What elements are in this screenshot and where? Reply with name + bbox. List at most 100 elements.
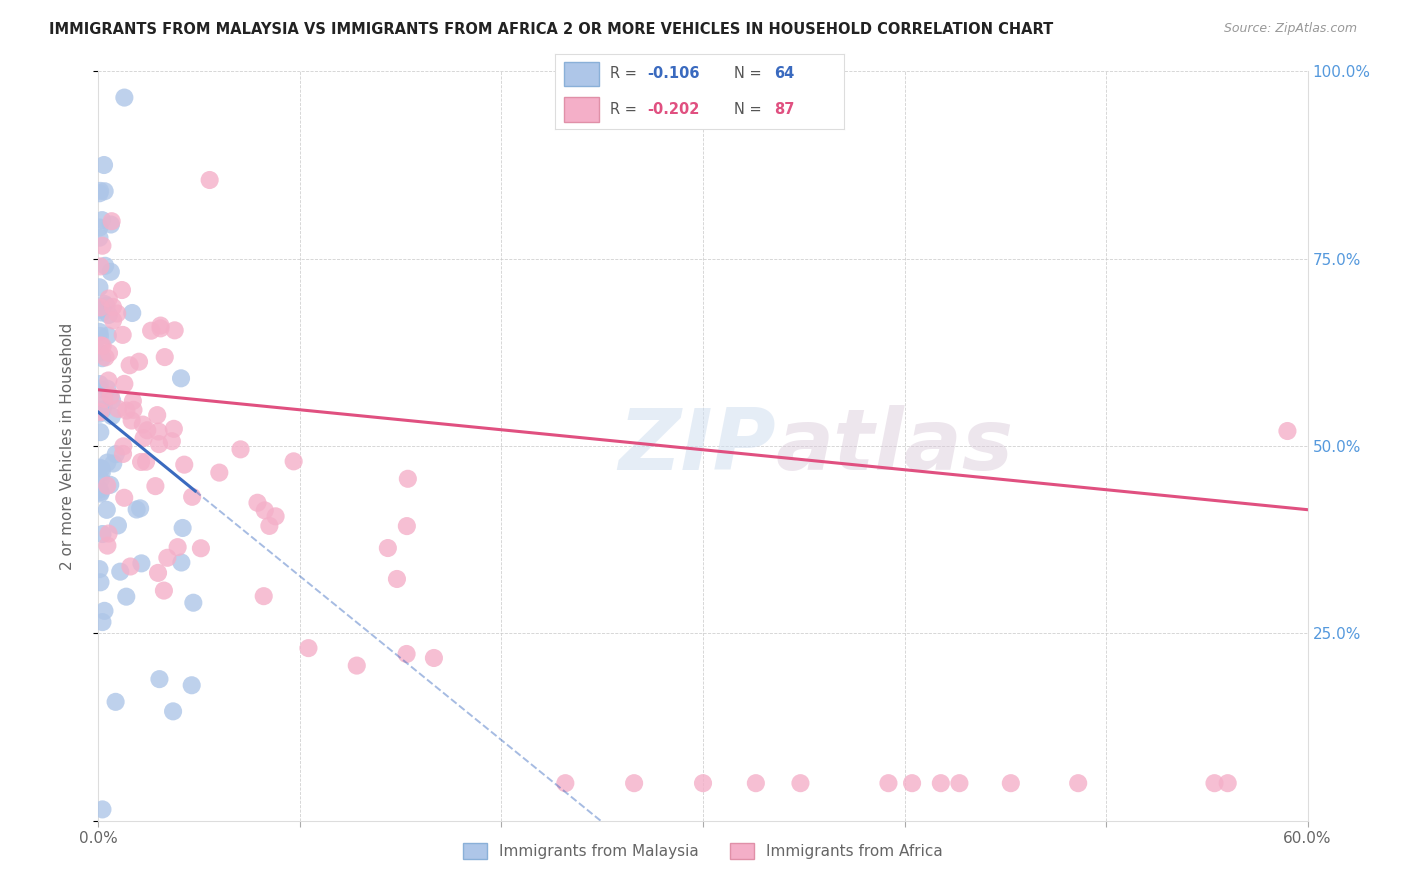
Point [89,345,111,359]
Point [623,776,645,790]
Point [93,398,115,412]
Point [93,297,115,311]
Point [96,478,118,492]
Point [89,260,111,274]
Point [89,562,111,576]
Point [128,354,150,368]
Point [162,704,184,718]
Point [283,454,305,468]
Point [89,184,111,198]
Point [246,496,269,510]
Point [96,539,118,553]
Point [107,401,129,416]
Point [121,306,143,320]
Point [259,519,281,533]
Point [89,483,111,497]
Point [89,186,111,201]
Text: N =: N = [734,67,766,81]
Point [94,351,117,365]
Point [395,519,418,533]
Point [122,394,145,409]
Point [1204,776,1226,790]
Point [93,158,115,172]
Point [96,382,118,396]
Point [91,339,114,353]
Point [149,321,172,335]
Point [98,478,121,492]
Point [395,647,418,661]
Text: R =: R = [610,67,641,81]
Point [692,776,714,790]
Point [90,461,112,475]
Point [160,434,183,449]
Point [90,473,112,487]
Point [89,377,111,392]
Point [89,230,111,244]
Text: ZIP: ZIP [617,404,776,488]
Text: IMMIGRANTS FROM MALAYSIA VS IMMIGRANTS FROM AFRICA 2 OR MORE VEHICLES IN HOUSEHO: IMMIGRANTS FROM MALAYSIA VS IMMIGRANTS F… [49,22,1053,37]
Point [264,509,287,524]
Point [121,413,143,427]
Point [929,776,952,790]
Point [153,350,176,364]
Point [253,589,276,603]
Text: N =: N = [734,102,766,117]
Point [115,590,138,604]
Point [101,300,124,314]
Point [100,265,122,279]
Point [93,604,115,618]
Point [229,442,252,457]
Point [101,313,124,327]
Point [90,338,112,352]
Point [554,776,576,790]
Y-axis label: 2 or more Vehicles in Household: 2 or more Vehicles in Household [60,322,75,570]
Point [90,484,112,499]
Point [104,447,127,461]
Point [135,455,157,469]
Point [100,218,122,232]
Point [789,776,811,790]
Point [104,695,127,709]
Point [170,556,193,570]
Text: 87: 87 [775,102,794,117]
Point [129,455,152,469]
Point [91,402,114,417]
Point [120,559,142,574]
Point [91,305,114,319]
Point [423,651,446,665]
Point [96,299,118,313]
Point [122,402,145,417]
Point [163,323,186,337]
Point [89,280,111,294]
Point [91,615,114,629]
Point [208,466,231,480]
Point [89,486,111,500]
Point [94,259,117,273]
Point [112,90,135,104]
Point [181,490,204,504]
Point [377,541,399,555]
Point [89,425,111,439]
Point [97,374,120,388]
Point [129,501,152,516]
Point [156,550,179,565]
Point [877,776,900,790]
Point [297,641,319,656]
Point [89,325,111,339]
Point [97,292,120,306]
Point [97,526,120,541]
Point [153,583,176,598]
Point [89,329,111,343]
Point [91,238,114,252]
Point [173,458,195,472]
Point [145,479,167,493]
Point [112,376,135,391]
Text: R =: R = [610,102,641,117]
Point [89,301,111,315]
Point [100,214,122,228]
Point [148,425,170,439]
Point [1067,776,1090,790]
Point [146,566,169,580]
Point [107,518,129,533]
Point [89,382,111,396]
